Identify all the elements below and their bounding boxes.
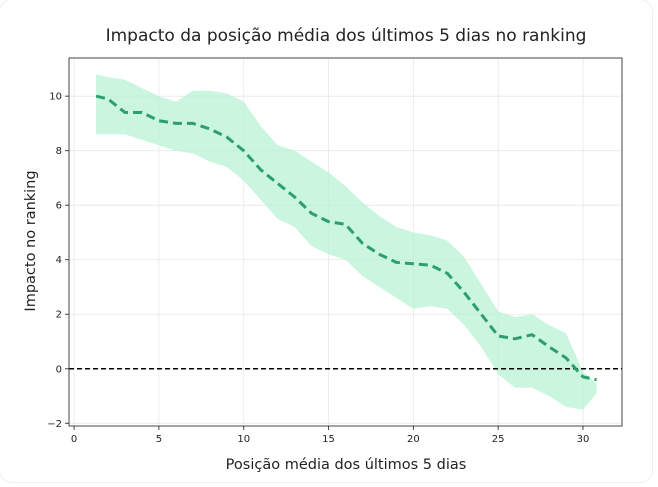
plot-area-frame	[68, 57, 623, 427]
y-axis-label: Impacto no ranking	[23, 170, 39, 311]
x-tick-label: 10	[237, 434, 250, 445]
y-tick-label: 6	[56, 201, 62, 212]
x-tick-label: 5	[156, 434, 162, 445]
y-tick-label: 10	[49, 92, 62, 103]
y-tick-label: 0	[56, 364, 62, 375]
x-tick-label: 30	[577, 434, 590, 445]
y-tick-label: −2	[47, 419, 62, 430]
mean-series-line	[95, 94, 597, 382]
confidence-band	[96, 74, 597, 410]
x-tick-label: 25	[492, 434, 505, 445]
x-axis-ticks: 0 5 10 15 20 25 30	[71, 426, 589, 445]
chart-title: Impacto da posição média dos últimos 5 d…	[106, 26, 587, 46]
x-tick-label: 20	[407, 434, 420, 445]
y-tick-label: 4	[56, 255, 62, 266]
y-tick-label: 2	[56, 310, 62, 321]
y-tick-label: 8	[56, 146, 62, 157]
x-tick-label: 0	[71, 434, 77, 445]
x-tick-label: 15	[322, 434, 335, 445]
y-axis-ticks: −2 0 2 4 6 8 10	[47, 92, 69, 430]
x-axis-label: Posição média dos últimos 5 dias	[226, 457, 467, 473]
